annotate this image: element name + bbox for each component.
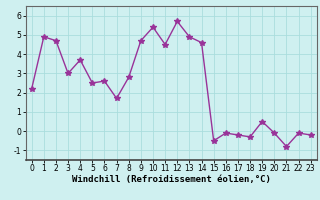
X-axis label: Windchill (Refroidissement éolien,°C): Windchill (Refroidissement éolien,°C)	[72, 175, 271, 184]
